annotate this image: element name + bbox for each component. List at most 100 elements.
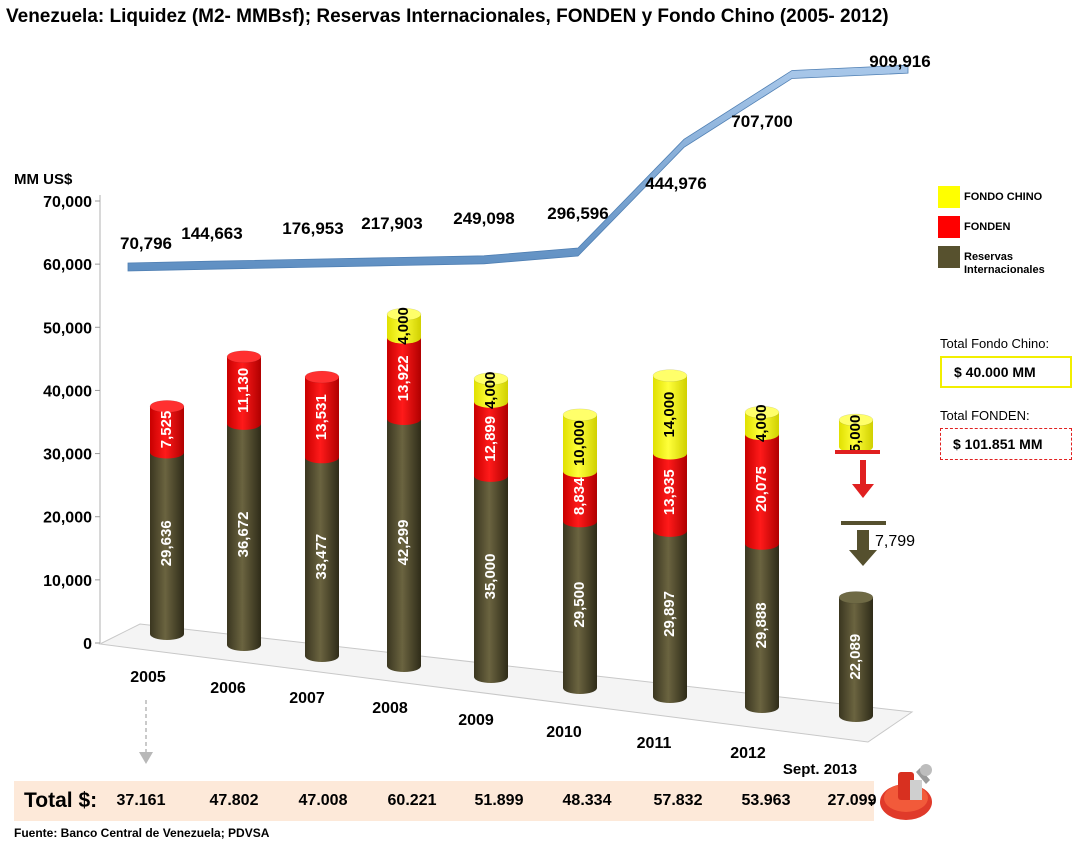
x-axis-labels: 2005 2006 2007 2008 2009 2010 2011 2012 Sept. 20… xyxy=(130,669,857,778)
bar-fondo-chino xyxy=(745,412,779,441)
x-tick-label: 2006 xyxy=(210,680,246,697)
bar-reservas xyxy=(653,530,687,703)
bar-reservas xyxy=(839,597,873,722)
bar-data-label: 42,299 xyxy=(395,520,412,566)
legend-label: FONDO CHINO xyxy=(964,191,1043,203)
legend-item-fonden: FONDEN xyxy=(938,216,1073,238)
chart-title: Venezuela: Liquidez (M2- MMBsf); Reserva… xyxy=(6,6,889,27)
x-tick-label: 2008 xyxy=(372,700,408,717)
bar-data-label: 29,897 xyxy=(661,591,678,637)
liquidity-label: 70,796 xyxy=(120,234,172,253)
y-axis-title: MM US$ xyxy=(14,171,73,188)
bar-data-label: 4,000 xyxy=(395,307,412,345)
y-tick-label: 60,000 xyxy=(43,257,92,274)
bar-data-label: 29,636 xyxy=(158,520,175,566)
x-tick-label: 2007 xyxy=(289,690,325,707)
bar-data-label: 29,500 xyxy=(571,582,588,628)
bar-fondo-chino xyxy=(653,375,687,460)
bar-data-label: 5,000 xyxy=(847,415,864,453)
bar-data-label: 13,922 xyxy=(395,355,412,401)
total-fondo-chino-box: $ 40.000 MM xyxy=(940,356,1072,388)
bar-data-label: 22,089 xyxy=(847,634,864,680)
bar-fondo-chino xyxy=(474,378,508,408)
bar-data-label: 20,075 xyxy=(753,466,770,512)
bar-data-label: 33,477 xyxy=(313,534,330,580)
legend: FONDO CHINO FONDEN Reservas Internaciona… xyxy=(938,186,1073,285)
y-tick-label: 40,000 xyxy=(43,383,92,400)
bar-fondo-chino xyxy=(563,414,597,478)
reservas-arrow-shaft xyxy=(857,530,869,552)
bar-fonden xyxy=(227,356,261,430)
total-fondo-chino-title: Total Fondo Chino: xyxy=(940,336,1050,351)
totals-label: Total $: xyxy=(24,789,98,812)
total-value: 27.099 xyxy=(827,792,877,809)
bar-data-label: 36,672 xyxy=(235,511,252,557)
total-value: 48.334 xyxy=(562,792,612,809)
legend-swatch xyxy=(938,216,960,238)
legend-swatch xyxy=(938,246,960,268)
bar-fondo-chino xyxy=(839,420,873,453)
total-value: 37.161 xyxy=(116,792,166,809)
liquidity-label: 144,663 xyxy=(181,224,242,243)
bar-fondo-chino-top xyxy=(562,408,598,422)
bar-reservas xyxy=(387,418,421,672)
total-value: 47.008 xyxy=(298,792,348,809)
x-tick-label: 2005 xyxy=(130,669,166,686)
x-tick-label: Sept. 2013 xyxy=(783,761,857,778)
liquidity-label: 217,903 xyxy=(361,214,422,233)
x-tick-label: 2011 xyxy=(637,735,672,752)
guide-arrow-head xyxy=(139,752,153,764)
bar-fondo-chino xyxy=(387,314,421,344)
bar-data-label: 8,834 xyxy=(571,477,588,515)
bar-data-label: 11,130 xyxy=(235,368,252,413)
bar-reservas-top xyxy=(838,591,874,604)
legend-swatch xyxy=(938,186,960,208)
bar-fondo-chino-top xyxy=(838,413,874,427)
liquidity-label: 707,700 xyxy=(731,112,792,131)
bar-fonden xyxy=(563,471,597,528)
floor-plane xyxy=(98,623,914,743)
bar-data-label: 35,000 xyxy=(482,553,499,599)
bar-data-label: 7,525 xyxy=(158,411,175,449)
bar-reservas xyxy=(150,452,184,640)
bar-fonden-top xyxy=(226,350,262,363)
y-tick-label: 70,000 xyxy=(43,194,92,211)
bar-reservas xyxy=(227,423,261,651)
bar-data-label: 4,000 xyxy=(753,404,770,442)
bar-fonden xyxy=(150,406,184,459)
legend-item-fondo-chino: FONDO CHINO xyxy=(938,186,1073,208)
bar-data-label: 10,000 xyxy=(571,420,588,466)
liquidity-label: 296,596 xyxy=(547,204,608,223)
total-value: 47.802 xyxy=(209,792,259,809)
y-axis: 0 10,000 20,000 30,000 40,000 50,000 60,000 70,… xyxy=(14,171,101,653)
source-note: Fuente: Banco Central de Venezuela; PDVS… xyxy=(14,826,270,840)
bar-data-label: 12,899 xyxy=(482,416,499,462)
bar-data-label: 29,888 xyxy=(753,602,770,648)
bar-fondo-chino-top xyxy=(652,369,688,382)
totals-plus: + xyxy=(868,796,876,810)
sept-2013-arrows: 7,799 xyxy=(835,450,915,566)
y-tick-label: 30,000 xyxy=(43,447,92,464)
legend-label: Reservas Internacionales xyxy=(964,251,1045,276)
bar-fonden-top xyxy=(149,400,185,413)
liquidity-label: 249,098 xyxy=(453,209,514,228)
legend-item-reservas: Reservas Internacionales xyxy=(938,246,1073,277)
total-value: 53.963 xyxy=(741,792,791,809)
total-fonden-box: $ 101.851 MM xyxy=(940,428,1072,460)
bar-data-label: 13,531 xyxy=(313,394,330,440)
legend-label: FONDEN xyxy=(964,221,1011,233)
bar-reservas xyxy=(563,521,597,694)
bar-data-label: 4,000 xyxy=(482,372,499,410)
fonden-arrow-head xyxy=(852,484,874,498)
fonden-2013-annotation: 7,799 xyxy=(875,533,915,550)
bar-reservas xyxy=(305,457,339,662)
y-tick-label: 0 xyxy=(83,636,92,653)
bar-fonden xyxy=(305,376,339,464)
bar-fonden-top xyxy=(304,370,340,384)
bar-fondo-chino-top xyxy=(744,406,780,419)
liquidity-label: 176,953 xyxy=(282,219,343,238)
bar-data-label: 13,935 xyxy=(661,469,678,515)
alert-logo-icon xyxy=(880,764,932,820)
totals-row: Total $: 37.161 47.802 47.008 60.221 51.… xyxy=(14,781,877,821)
